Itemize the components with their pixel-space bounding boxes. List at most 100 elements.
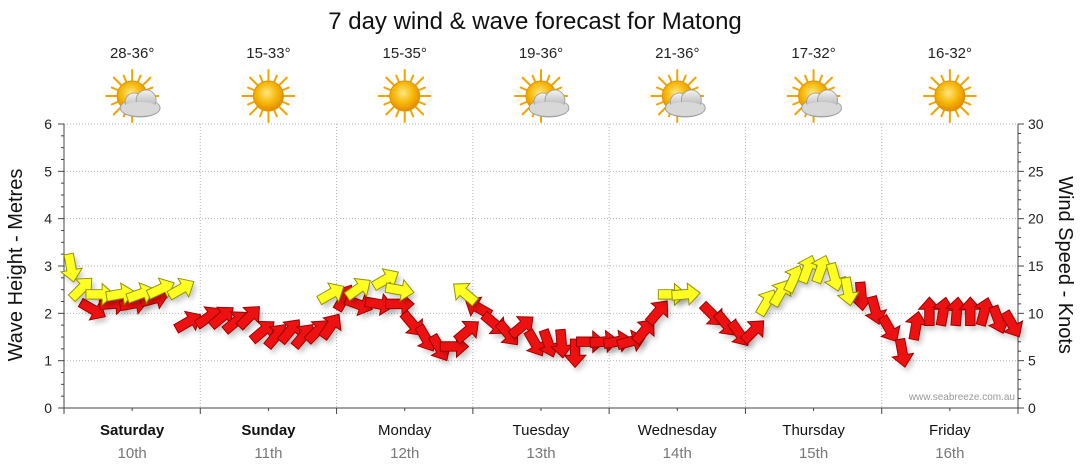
temperature-label: 15-33°	[246, 45, 290, 62]
y-tick-label-right: 20	[1028, 211, 1044, 227]
wind-arrow	[945, 296, 969, 327]
y-tick-label-right: 15	[1028, 258, 1044, 274]
sun-ray	[686, 76, 697, 87]
wind-arrow	[318, 313, 342, 341]
sun-ray	[930, 105, 941, 116]
sun-disc	[389, 80, 421, 112]
sun-ray	[136, 74, 142, 84]
source-credit: www.seabreeze.com.au	[908, 392, 1015, 403]
wind-arrow	[1000, 309, 1024, 338]
day-labels: Saturday 10th Sunday 11th Monday 12th Tuesday 1…	[100, 422, 971, 462]
axes: 0 1 2 3 4 5 6 0 5 10 15 20 25 30	[44, 116, 1044, 416]
wind-arrow	[67, 277, 93, 303]
sun-ray	[249, 105, 259, 116]
sun-ray	[417, 86, 427, 92]
wind-arrow	[549, 328, 574, 359]
date-label: 11th	[254, 445, 282, 462]
sun-ray	[281, 86, 290, 92]
sun-ray	[519, 100, 529, 106]
cloud-fill	[530, 102, 568, 116]
sun-ray	[962, 100, 972, 106]
wind-arrow-series	[59, 252, 1026, 372]
wind-arrow	[891, 337, 915, 368]
wind-arrow	[235, 306, 260, 331]
date-label: 13th	[526, 445, 555, 462]
temperature-label: 28-36°	[110, 45, 154, 62]
temperature-label: 21-36°	[655, 45, 699, 62]
day-label: Monday	[378, 422, 432, 439]
wind-arrow	[810, 254, 833, 285]
wind-arrow	[877, 314, 901, 343]
sun-ray	[959, 76, 970, 87]
day-label: Wednesday	[638, 422, 717, 439]
sun-ray	[414, 105, 425, 116]
sun-ray	[954, 74, 960, 84]
sun-ray	[521, 76, 532, 87]
date-label: 10th	[118, 445, 147, 462]
day-label: Sunday	[241, 422, 296, 439]
weather-icon-row	[105, 69, 977, 123]
sun-ray	[667, 74, 673, 84]
sun-ray	[247, 100, 256, 106]
sun-ray	[655, 86, 665, 92]
wind-arrow	[370, 268, 399, 292]
wind-arrow	[958, 296, 983, 326]
wind-arrow	[77, 297, 106, 321]
sun-ray	[249, 76, 259, 87]
y-tick-label-left: 5	[44, 163, 52, 179]
y-tick-label-right: 10	[1028, 305, 1044, 321]
y-tick-label-right: 30	[1028, 116, 1044, 132]
sun-icon	[922, 69, 977, 123]
sun-ray	[655, 100, 665, 106]
sun-rays	[241, 69, 296, 123]
temperature-row: 28-36° 15-33° 15-35° 19-36° 21-36° 17-32° 16-3…	[110, 45, 972, 62]
date-label: 14th	[663, 445, 692, 462]
y-axis-label-right: Wind Speed - Knots	[1054, 176, 1076, 354]
y-axis-label-left: Wave Height - Metres	[5, 169, 27, 362]
wind-arrow	[59, 252, 84, 283]
sun-ray	[281, 100, 290, 106]
sun-ray	[954, 108, 960, 118]
sun-ray	[545, 74, 551, 84]
sun-ray	[940, 108, 946, 118]
sun-ray	[385, 76, 396, 87]
wind-arrow	[823, 261, 847, 292]
y-tick-label-left: 6	[44, 116, 52, 132]
sun-ray	[247, 86, 256, 92]
sun-ray	[962, 86, 972, 92]
cloud-fill	[121, 102, 160, 116]
wind-arrow	[207, 306, 234, 331]
sun-ray	[804, 74, 809, 84]
sun-ray	[928, 100, 937, 106]
y-tick-label-left: 1	[44, 353, 52, 369]
partly-cloudy-icon	[514, 69, 570, 123]
temperature-label: 19-36°	[519, 45, 563, 62]
y-tick-label-left: 0	[44, 400, 52, 416]
sun-ray	[395, 108, 400, 118]
sun-icon	[241, 69, 296, 123]
sun-ray	[531, 74, 537, 84]
sun-ray	[259, 74, 264, 84]
sun-ray	[930, 76, 941, 87]
sun-ray	[417, 100, 427, 106]
cloud	[528, 89, 570, 118]
date-label: 12th	[390, 445, 419, 462]
wind-arrow	[864, 295, 888, 325]
sun-icon	[377, 69, 432, 123]
wind-arrow	[973, 296, 997, 327]
y-tick-label-right: 25	[1028, 163, 1044, 179]
sun-ray	[273, 108, 278, 118]
day-label: Tuesday	[513, 422, 570, 439]
sun-ray	[110, 100, 120, 106]
cloud	[664, 89, 706, 118]
sun-ray	[959, 105, 970, 116]
sun-rays	[922, 69, 977, 123]
sun-ray	[278, 76, 288, 87]
sun-disc	[934, 80, 966, 112]
date-label: 16th	[935, 445, 964, 462]
partly-cloudy-icon	[786, 69, 842, 123]
wind-arrow	[739, 320, 765, 345]
sun-ray	[409, 108, 415, 118]
sun-ray	[383, 100, 392, 106]
